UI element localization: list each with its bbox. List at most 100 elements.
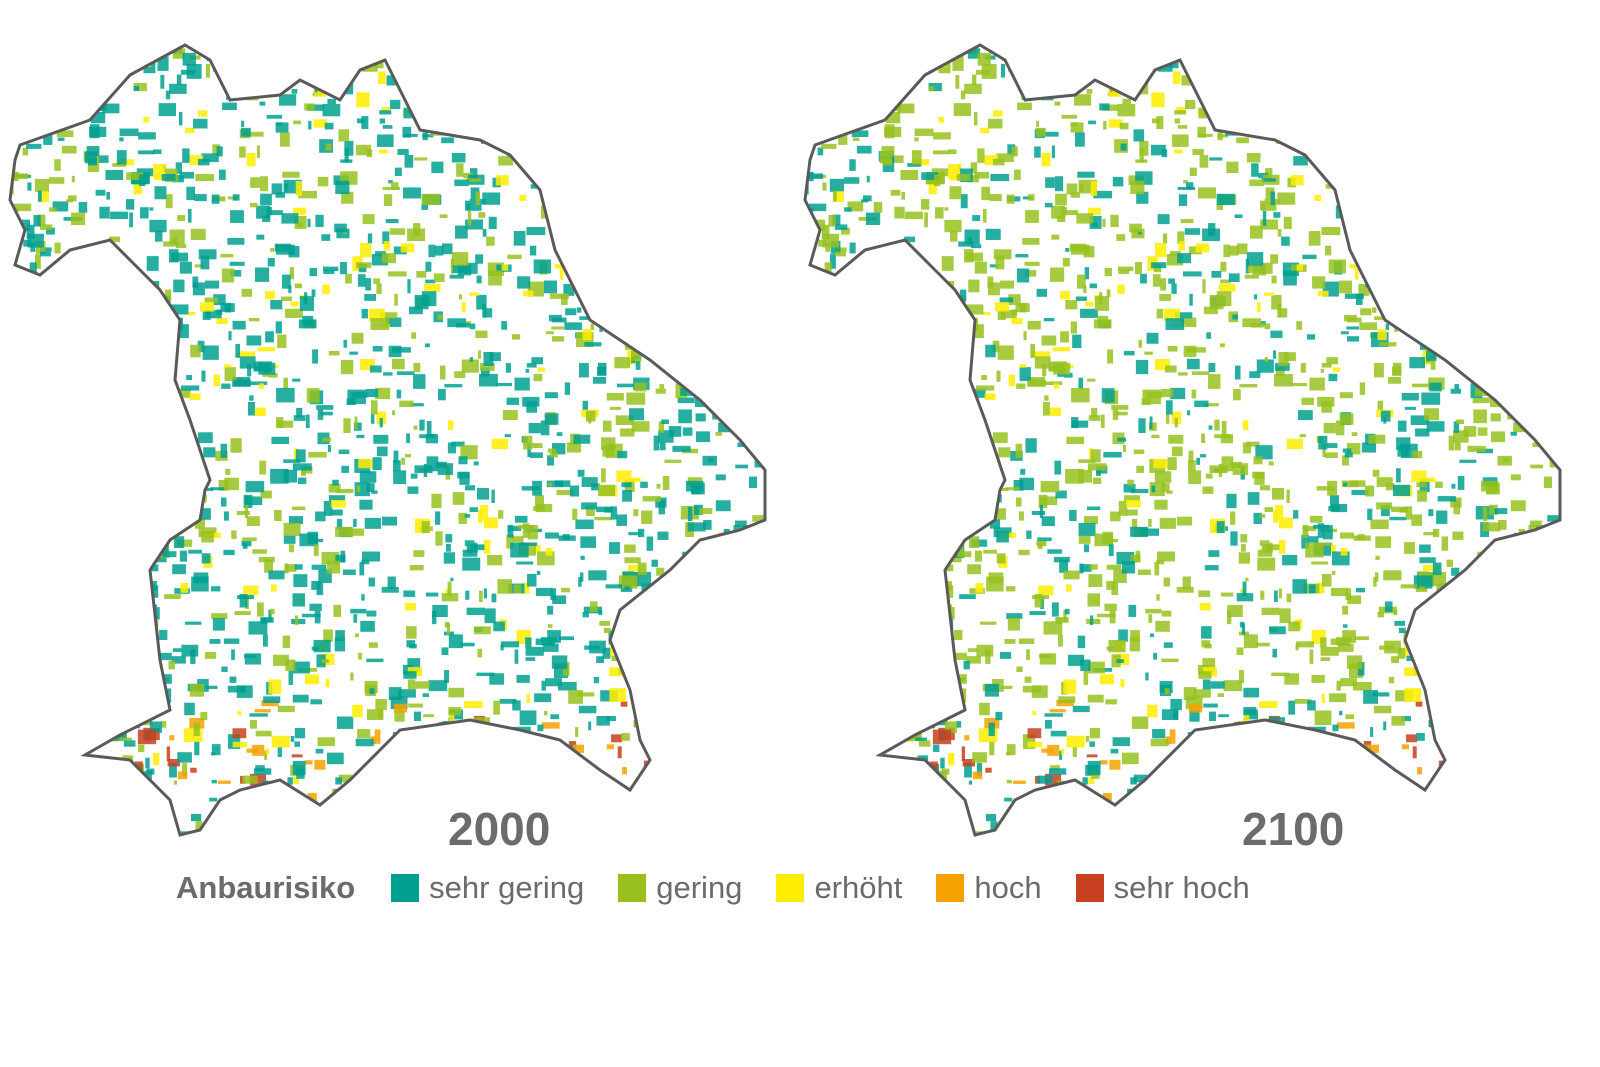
risk-cell — [379, 149, 388, 154]
risk-cell — [504, 66, 510, 78]
risk-cell — [1198, 671, 1212, 679]
risk-cell — [1260, 590, 1265, 600]
risk-cell — [20, 524, 38, 532]
risk-cell — [580, 812, 589, 825]
risk-cell — [10, 373, 14, 380]
risk-cell — [1385, 309, 1391, 320]
risk-cell — [26, 644, 34, 653]
risk-cell — [385, 775, 401, 789]
risk-cell — [1573, 584, 1585, 588]
risk-cell — [137, 680, 155, 689]
risk-cell — [1568, 337, 1572, 351]
risk-cell — [361, 594, 365, 601]
risk-cell — [1523, 184, 1534, 200]
risk-cell — [1275, 504, 1284, 519]
risk-cell — [832, 214, 841, 226]
risk-cell — [506, 534, 515, 549]
risk-cell — [138, 744, 145, 753]
risk-cell — [1230, 531, 1238, 546]
risk-cell — [1111, 405, 1129, 410]
risk-cell — [1246, 153, 1261, 163]
risk-cell — [27, 718, 33, 729]
risk-cell — [425, 279, 436, 284]
risk-cell — [1169, 729, 1176, 744]
risk-cell — [655, 252, 661, 258]
risk-cell — [262, 634, 268, 647]
risk-cell — [357, 729, 371, 739]
risk-cell — [906, 622, 911, 635]
risk-cell — [862, 555, 877, 564]
risk-cell — [1571, 91, 1582, 103]
risk-cell — [1174, 149, 1183, 154]
risk-cell — [936, 453, 953, 466]
risk-cell — [413, 362, 421, 372]
risk-cell — [293, 574, 308, 588]
risk-cell — [1507, 705, 1515, 719]
risk-cell — [387, 576, 396, 590]
risk-cell — [1451, 211, 1458, 220]
risk-cell — [112, 493, 120, 502]
risk-cell — [1242, 318, 1262, 328]
risk-cell — [1258, 109, 1268, 113]
risk-cell — [615, 830, 631, 835]
risk-cell — [1020, 468, 1026, 475]
risk-cell — [1522, 573, 1540, 587]
risk-cell — [873, 666, 884, 674]
risk-cell — [1110, 45, 1116, 47]
risk-cell — [1071, 420, 1089, 428]
risk-cell — [829, 652, 840, 667]
risk-cell — [26, 224, 35, 239]
risk-cell — [1130, 488, 1149, 494]
risk-cell — [1316, 486, 1335, 491]
risk-cell — [1450, 77, 1461, 87]
risk-cell — [190, 649, 196, 664]
risk-cell — [1088, 777, 1095, 784]
risk-cell — [209, 797, 218, 802]
risk-cell — [526, 99, 542, 106]
risk-cell — [1151, 485, 1156, 493]
risk-cell — [51, 542, 56, 548]
risk-cell — [746, 228, 751, 239]
risk-cell — [71, 175, 75, 183]
risk-cell — [1040, 45, 1057, 52]
risk-cell — [3, 714, 9, 728]
risk-cell — [105, 170, 124, 180]
risk-cell — [541, 680, 546, 691]
risk-cell — [1347, 595, 1362, 605]
risk-cell — [483, 539, 491, 554]
risk-cell — [1108, 119, 1123, 128]
risk-cell — [1556, 170, 1560, 177]
risk-cell — [84, 385, 91, 393]
risk-cell — [1567, 305, 1573, 318]
risk-cell — [316, 33, 326, 39]
risk-cell — [107, 471, 118, 476]
risk-cell — [1050, 765, 1060, 772]
risk-cell — [1532, 404, 1551, 416]
risk-cell — [452, 265, 471, 274]
risk-cell — [914, 137, 919, 142]
risk-cell — [1518, 63, 1536, 73]
risk-cell — [1314, 104, 1326, 113]
risk-cell — [1384, 45, 1403, 54]
risk-cell — [350, 672, 354, 681]
risk-cell — [222, 102, 237, 111]
risk-cell — [426, 421, 432, 435]
risk-cell — [1373, 60, 1381, 70]
risk-cell — [1560, 715, 1572, 721]
risk-cell — [292, 661, 310, 674]
risk-cell — [806, 652, 820, 660]
risk-cell — [265, 331, 274, 343]
risk-cell — [636, 700, 641, 712]
risk-cell — [741, 278, 757, 288]
risk-cell — [105, 523, 120, 527]
risk-cell — [605, 180, 620, 191]
risk-cell — [656, 209, 671, 220]
risk-cell — [1199, 602, 1211, 611]
risk-cell — [1320, 657, 1331, 661]
risk-cell — [1135, 359, 1149, 375]
risk-cell — [707, 399, 711, 405]
risk-cell — [572, 45, 591, 52]
risk-cell — [1195, 770, 1202, 786]
risk-cell — [795, 776, 801, 788]
risk-cell — [128, 591, 138, 598]
